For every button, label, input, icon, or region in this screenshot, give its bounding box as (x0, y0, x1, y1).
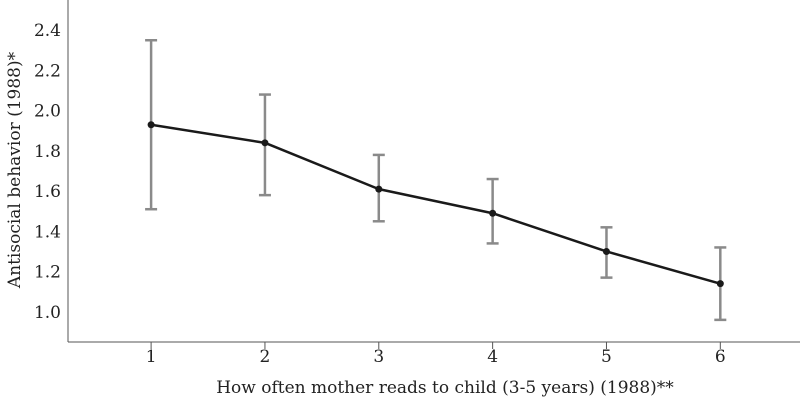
error-bars (145, 38, 727, 322)
x-tick-label: 4 (487, 347, 498, 367)
x-axis-ticks: 1 2 3 4 5 6 (146, 342, 726, 367)
data-point (147, 121, 155, 129)
x-tick-label: 2 (260, 347, 271, 367)
x-axis-title: How often mother reads to child (3-5 yea… (216, 378, 674, 398)
y-tick-label: 2.0 (34, 102, 61, 122)
data-point (261, 139, 269, 147)
x-tick-label: 3 (373, 347, 384, 367)
data-point (489, 209, 497, 217)
x-tick-label: 1 (146, 347, 157, 367)
y-tick-label: 1.2 (34, 263, 61, 283)
series-line-group (150, 123, 721, 285)
y-tick-label: 1.0 (34, 303, 61, 323)
y-tick-label: 1.8 (34, 142, 61, 162)
series-line (150, 123, 721, 285)
axes (67, 0, 800, 343)
y-axis-ticks: 1.0 1.2 1.4 1.6 1.8 2.0 2.2 2.4 (34, 21, 61, 323)
y-tick-label: 1.4 (34, 222, 61, 242)
y-axis-title: Antisocial behavior (1988)* (5, 51, 25, 289)
data-point (716, 280, 724, 288)
data-point (602, 247, 610, 255)
y-tick-label: 1.6 (34, 182, 61, 202)
y-tick-label: 2.2 (34, 61, 61, 81)
y-tick-label: 2.4 (34, 21, 61, 41)
x-tick-label: 6 (715, 347, 726, 367)
data-point (375, 185, 383, 193)
data-points (147, 121, 724, 288)
x-tick-label: 5 (601, 347, 612, 367)
